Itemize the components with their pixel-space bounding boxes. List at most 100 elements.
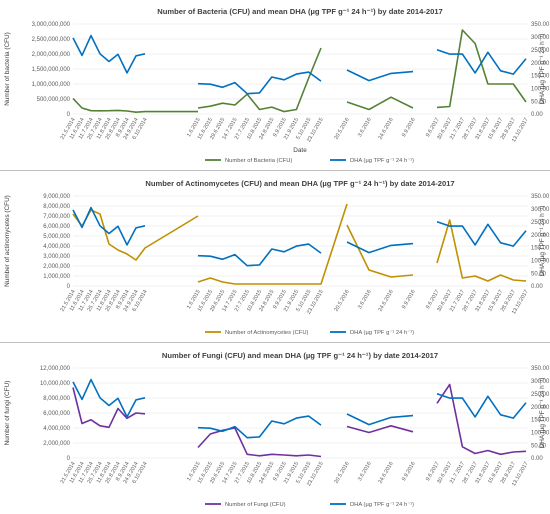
y2-axis-label: DHA (µg TPF g⁻¹ 24 h⁻¹) — [539, 206, 546, 277]
y2-tick-label: 50.00 — [531, 271, 547, 277]
bacteria-panel: Number of Bacteria (CFU) and mean DHA (µ… — [0, 0, 550, 168]
y-tick-label: 0 — [67, 456, 71, 462]
fungi-series-1-segment — [197, 415, 322, 439]
chart-title: Number of Actinomycetes (CFU) and mean D… — [145, 179, 454, 188]
y2-tick-label: 300.00 — [531, 207, 550, 213]
y2-tick-label: 350.00 — [531, 22, 550, 28]
fungi-series-1-segment — [346, 413, 414, 426]
y2-tick-label: 150.00 — [531, 246, 550, 252]
y-tick-label: 2,000,000,000 — [32, 52, 71, 58]
y2-tick-label: 100.00 — [531, 86, 550, 92]
y-tick-label: 2,000,000 — [43, 264, 70, 270]
chart-svg: Number of Fungi (CFU) and mean DHA (µg T… — [4, 351, 550, 508]
y-tick-label: 1,000,000,000 — [32, 82, 71, 88]
x-tick-label: 24.6.2016 — [378, 289, 395, 313]
y2-tick-label: 100.00 — [531, 430, 550, 436]
y-tick-label: 3,000,000 — [43, 254, 70, 260]
actinomycetes-panel: Number of Actinomycetes (CFU) and mean D… — [0, 172, 550, 340]
fungi-panel: Number of Fungi (CFU) and mean DHA (µg T… — [0, 344, 550, 512]
bacteria-series-1-segment — [346, 69, 414, 82]
y2-tick-label: 100.00 — [531, 258, 550, 264]
y-axis-label: Number of bacteria (CFU) — [4, 32, 11, 106]
x-tick-label: 20.5.2016 — [334, 461, 351, 485]
actinomycetes-series-0-segment — [436, 219, 527, 282]
x-axis-label: Date — [293, 147, 307, 154]
y-tick-label: 10,000,000 — [40, 381, 71, 387]
y2-tick-label: 0.00 — [531, 284, 543, 290]
legend-entry: DHA (µg TPF g⁻¹ 24 h⁻¹) — [350, 330, 414, 336]
y2-tick-label: 250.00 — [531, 220, 550, 226]
y-axis-label: Number of fungi (CFU) — [4, 381, 11, 446]
fungi-series-1-segment — [72, 378, 146, 418]
y-tick-label: 8,000,000 — [43, 396, 70, 402]
y2-tick-label: 150.00 — [531, 418, 550, 424]
y-axis-label: Number of actinomycetes (CFU) — [4, 195, 11, 287]
y-tick-label: 3,000,000,000 — [32, 22, 71, 28]
fungi-series-0-segment — [197, 427, 322, 458]
y-tick-label: 4,000,000 — [43, 244, 70, 250]
y-tick-label: 5,000,000 — [43, 234, 70, 240]
fungi-series-0-segment — [72, 387, 146, 429]
y2-tick-label: 350.00 — [531, 194, 550, 200]
bacteria-series-1-segment — [72, 34, 146, 74]
chart-title: Number of Bacteria (CFU) and mean DHA (µ… — [157, 7, 443, 16]
bacteria-series-1-segment — [197, 71, 322, 95]
actinomycetes-series-0-segment — [346, 224, 414, 278]
y2-tick-label: 300.00 — [531, 379, 550, 385]
panel-divider — [0, 170, 550, 171]
legend-entry: Number of Fungi (CFU) — [225, 502, 286, 508]
y-tick-label: 12,000,000 — [40, 366, 71, 372]
y2-tick-label: 200.00 — [531, 61, 550, 67]
fungi-series-1-segment — [436, 392, 527, 419]
y-tick-label: 500,000,000 — [37, 97, 71, 103]
y2-tick-label: 200.00 — [531, 233, 550, 239]
y-tick-label: 6,000,000 — [43, 411, 70, 417]
y2-tick-label: 200.00 — [531, 405, 550, 411]
legend-entry: DHA (µg TPF g⁻¹ 24 h⁻¹) — [350, 158, 414, 164]
y-tick-label: 2,500,000,000 — [32, 37, 71, 43]
y-tick-label: 7,000,000 — [43, 214, 70, 220]
y-tick-label: 9,000,000 — [43, 194, 70, 200]
actinomycetes-series-1-segment — [436, 220, 527, 247]
legend-entry: Number of Actinomycetes (CFU) — [225, 330, 309, 336]
actinomycetes-series-1-segment — [346, 241, 414, 254]
x-tick-label: 9.9.2016 — [401, 117, 417, 138]
x-tick-label: 20.5.2016 — [334, 289, 351, 313]
y2-tick-label: 250.00 — [531, 48, 550, 54]
y2-tick-label: 0.00 — [531, 112, 543, 118]
actinomycetes-series-0-segment — [72, 209, 199, 261]
x-tick-label: 24.6.2016 — [378, 117, 395, 141]
y-tick-label: 1,000,000 — [43, 274, 70, 280]
y2-tick-label: 350.00 — [531, 366, 550, 372]
bacteria-series-0-segment — [197, 47, 322, 113]
x-tick-label: 3.6.2016 — [357, 117, 373, 138]
x-tick-label: 3.6.2016 — [357, 289, 373, 310]
actinomycetes-series-0-segment — [197, 203, 348, 285]
actinomycetes-series-1-segment — [72, 206, 146, 246]
y-tick-label: 0 — [67, 112, 71, 118]
bacteria-series-0-segment — [72, 97, 198, 113]
y2-tick-label: 150.00 — [531, 74, 550, 80]
y-tick-label: 0 — [67, 284, 71, 290]
y-tick-label: 1,500,000,000 — [32, 67, 71, 73]
x-tick-label: 9.9.2016 — [401, 461, 417, 482]
y-tick-label: 6,000,000 — [43, 224, 70, 230]
actinomycetes-series-1-segment — [197, 243, 322, 267]
chart-title: Number of Fungi (CFU) and mean DHA (µg T… — [162, 351, 438, 360]
x-tick-label: 9.9.2016 — [401, 289, 417, 310]
y-tick-label: 2,000,000 — [43, 441, 70, 447]
chart-svg: Number of Bacteria (CFU) and mean DHA (µ… — [4, 7, 550, 164]
fungi-series-0-segment — [346, 425, 414, 434]
y2-tick-label: 50.00 — [531, 443, 547, 449]
y2-axis-label: DHA (µg TPF g⁻¹ 24 h⁻¹) — [539, 34, 546, 105]
y-tick-label: 4,000,000 — [43, 426, 70, 432]
chart-svg: Number of Actinomycetes (CFU) and mean D… — [4, 179, 550, 336]
x-tick-label: 24.6.2016 — [378, 461, 395, 485]
bacteria-series-1-segment — [436, 48, 527, 75]
y2-tick-label: 250.00 — [531, 392, 550, 398]
fungi-series-0-segment — [436, 383, 527, 456]
y2-tick-label: 300.00 — [531, 35, 550, 41]
legend-entry: Number of Bacteria (CFU) — [225, 158, 292, 164]
y2-tick-label: 50.00 — [531, 99, 547, 105]
